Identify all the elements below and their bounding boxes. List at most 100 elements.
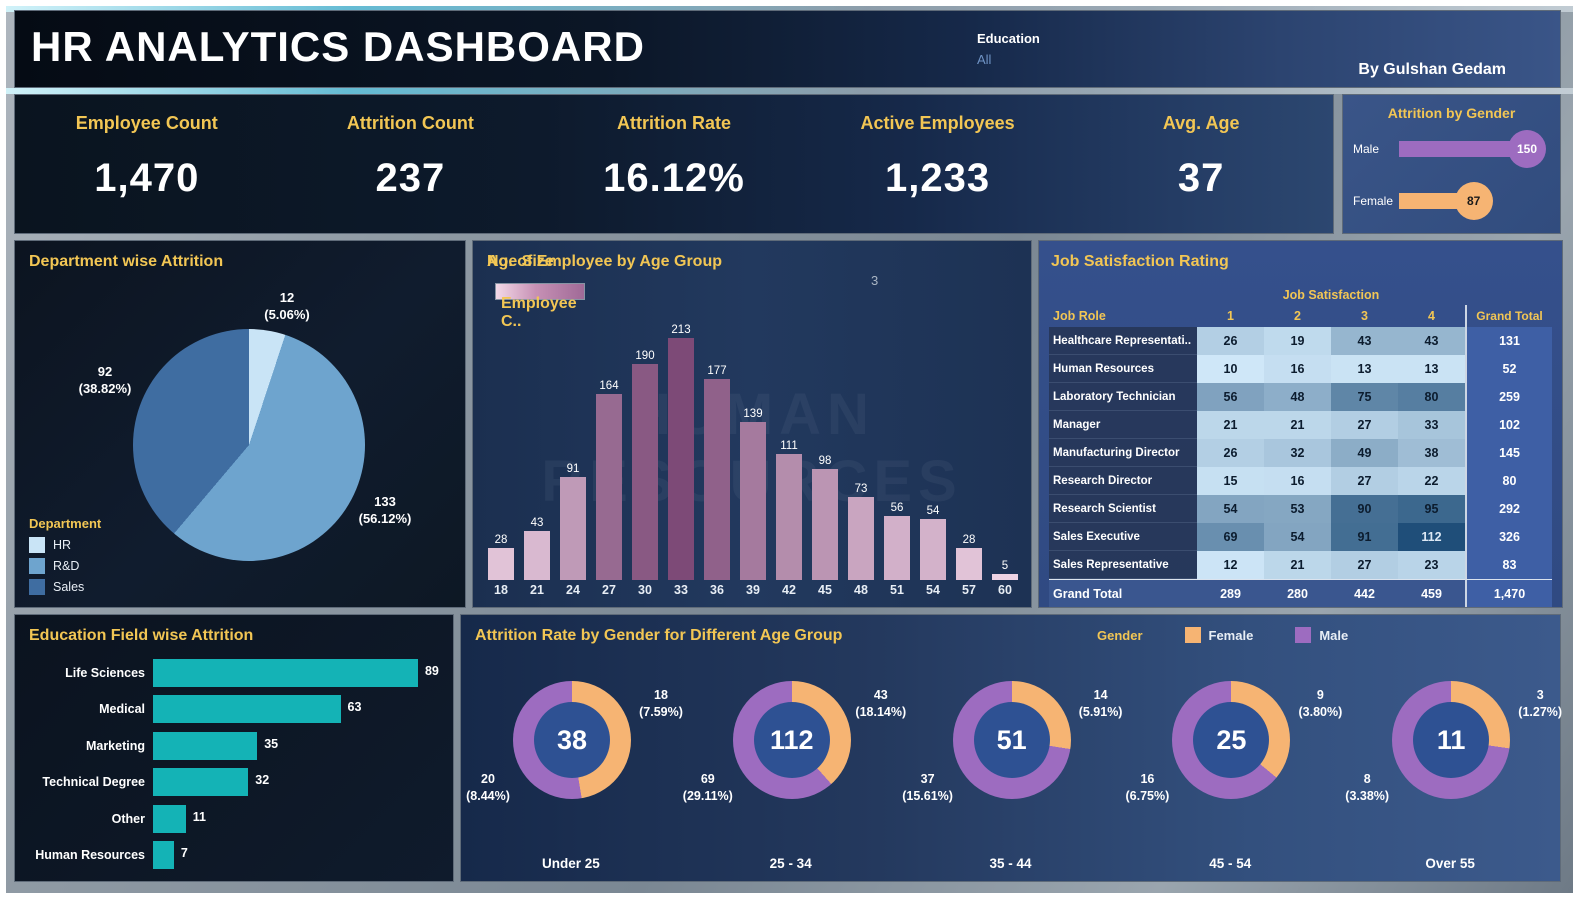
kpi-value: 1,233 — [885, 156, 991, 200]
education-filter-value[interactable]: All — [977, 52, 992, 67]
table-cell[interactable]: 16 — [1264, 355, 1331, 383]
bar-value-label: 98 — [818, 455, 832, 467]
table-cell[interactable]: 33 — [1398, 411, 1465, 439]
legend-item-hr[interactable]: HR — [29, 537, 101, 553]
table-cell[interactable]: 26 — [1197, 439, 1264, 467]
donut-chart[interactable]: 112 — [732, 681, 851, 799]
table-cell[interactable]: 26 — [1197, 327, 1264, 355]
age-bar[interactable] — [488, 548, 514, 580]
grand-total-cell: 280 — [1264, 579, 1331, 607]
age-bar[interactable] — [632, 364, 658, 580]
table-cell[interactable]: 54 — [1197, 495, 1264, 523]
row-total-cell: 131 — [1465, 327, 1552, 355]
kpi-label: Employee Count — [75, 113, 218, 133]
table-row-label: Sales Representative — [1049, 551, 1197, 579]
education-bar[interactable] — [153, 659, 418, 687]
donut-chart[interactable]: 11 — [1392, 681, 1511, 799]
male-swatch-icon[interactable] — [1295, 627, 1312, 643]
legend-item-sales[interactable]: Sales — [29, 579, 101, 595]
donut-chart[interactable]: 38 — [513, 681, 631, 799]
age-bar[interactable] — [560, 477, 586, 580]
age-bar[interactable] — [524, 531, 550, 580]
donut-total: 11 — [1413, 702, 1490, 778]
education-bar[interactable] — [153, 840, 174, 869]
education-bar[interactable] — [153, 768, 249, 797]
age-bar[interactable] — [704, 379, 730, 580]
x-axis-tick: 54 — [926, 583, 940, 597]
male-lollipop-bar[interactable]: 150 — [1399, 130, 1546, 168]
department-pie-chart[interactable] — [133, 329, 365, 561]
table-cell[interactable]: 38 — [1398, 439, 1465, 467]
table-cell[interactable]: 13 — [1331, 355, 1398, 383]
age-bar[interactable] — [920, 519, 946, 580]
age-bar[interactable] — [596, 394, 622, 580]
table-cell[interactable]: 15 — [1197, 467, 1264, 495]
table-cell[interactable]: 43 — [1331, 327, 1398, 355]
table-cell[interactable]: 19 — [1264, 327, 1331, 355]
education-bar[interactable] — [153, 731, 258, 760]
table-cell[interactable]: 56 — [1197, 383, 1264, 411]
age-bar[interactable] — [776, 454, 802, 580]
column-header-4[interactable]: 4 — [1428, 309, 1435, 323]
table-cell[interactable]: 27 — [1331, 411, 1398, 439]
age-bar[interactable] — [668, 338, 694, 580]
x-axis-tick: 42 — [782, 583, 796, 597]
x-axis-tick: 18 — [494, 583, 508, 597]
table-cell[interactable]: 27 — [1331, 551, 1398, 579]
bar-value-label: 213 — [671, 324, 691, 336]
education-bar[interactable] — [153, 695, 341, 724]
table-cell[interactable]: 90 — [1331, 495, 1398, 523]
table-cell[interactable]: 21 — [1264, 411, 1331, 439]
table-cell[interactable]: 27 — [1331, 467, 1398, 495]
education-bar-track: 63 — [153, 695, 441, 724]
male-legend-label: Male — [1319, 627, 1349, 643]
donut-chart[interactable]: 51 — [952, 681, 1071, 799]
legend-item-rd[interactable]: R&D — [29, 558, 101, 574]
donut-chart[interactable]: 25 — [1172, 681, 1291, 799]
table-cell[interactable]: 21 — [1264, 551, 1331, 579]
table-cell[interactable]: 13 — [1398, 355, 1465, 383]
age-bar[interactable] — [812, 469, 838, 580]
table-cell[interactable]: 54 — [1264, 523, 1331, 551]
table-cell[interactable]: 32 — [1264, 439, 1331, 467]
column-header-1[interactable]: 1 — [1227, 309, 1234, 323]
table-cell[interactable]: 16 — [1264, 467, 1331, 495]
table-cell[interactable]: 21 — [1197, 411, 1264, 439]
table-cell[interactable]: 48 — [1264, 383, 1331, 411]
education-bar[interactable] — [153, 804, 186, 833]
legend-label: R&D — [53, 559, 80, 573]
x-axis-tick: 21 — [530, 583, 544, 597]
age-bar[interactable] — [884, 516, 910, 580]
age-bar[interactable] — [848, 497, 874, 580]
table-cell[interactable]: 53 — [1264, 495, 1331, 523]
table-cell[interactable]: 80 — [1398, 383, 1465, 411]
color-gradient-legend[interactable] — [495, 283, 585, 300]
table-cell[interactable]: 43 — [1398, 327, 1465, 355]
female-swatch-icon[interactable] — [1184, 627, 1201, 643]
row-total-cell: 326 — [1465, 523, 1552, 551]
age-bar[interactable] — [740, 422, 766, 580]
table-cell[interactable]: 91 — [1331, 523, 1398, 551]
table-cell[interactable]: 112 — [1398, 523, 1465, 551]
age-bar[interactable] — [992, 574, 1018, 580]
table-cell[interactable]: 49 — [1331, 439, 1398, 467]
table-cell[interactable]: 23 — [1398, 551, 1465, 579]
table-cell[interactable]: 10 — [1197, 355, 1264, 383]
female-lollipop-bar[interactable]: 87 — [1399, 182, 1493, 220]
table-cell[interactable]: 22 — [1398, 467, 1465, 495]
column-header-3[interactable]: 3 — [1361, 309, 1368, 323]
donut-total: 38 — [534, 702, 610, 778]
female-slice-label: 43 (18.14%) — [855, 688, 907, 719]
kpi-label: Attrition Rate — [616, 113, 731, 133]
title-bar: HR ANALYTICS DASHBOARD Education All By … — [14, 10, 1561, 88]
bar-value-label: 28 — [962, 534, 976, 546]
bar-value-label: 190 — [635, 350, 655, 362]
table-cell[interactable]: 95 — [1398, 495, 1465, 523]
table-cell[interactable]: 69 — [1197, 523, 1264, 551]
bar-value-label: 56 — [890, 502, 904, 514]
table-cell[interactable]: 75 — [1331, 383, 1398, 411]
column-header-2[interactable]: 2 — [1294, 309, 1301, 323]
age-bar[interactable] — [956, 548, 982, 580]
kpi-label: Avg. Age — [1162, 113, 1240, 133]
table-cell[interactable]: 12 — [1197, 551, 1264, 579]
